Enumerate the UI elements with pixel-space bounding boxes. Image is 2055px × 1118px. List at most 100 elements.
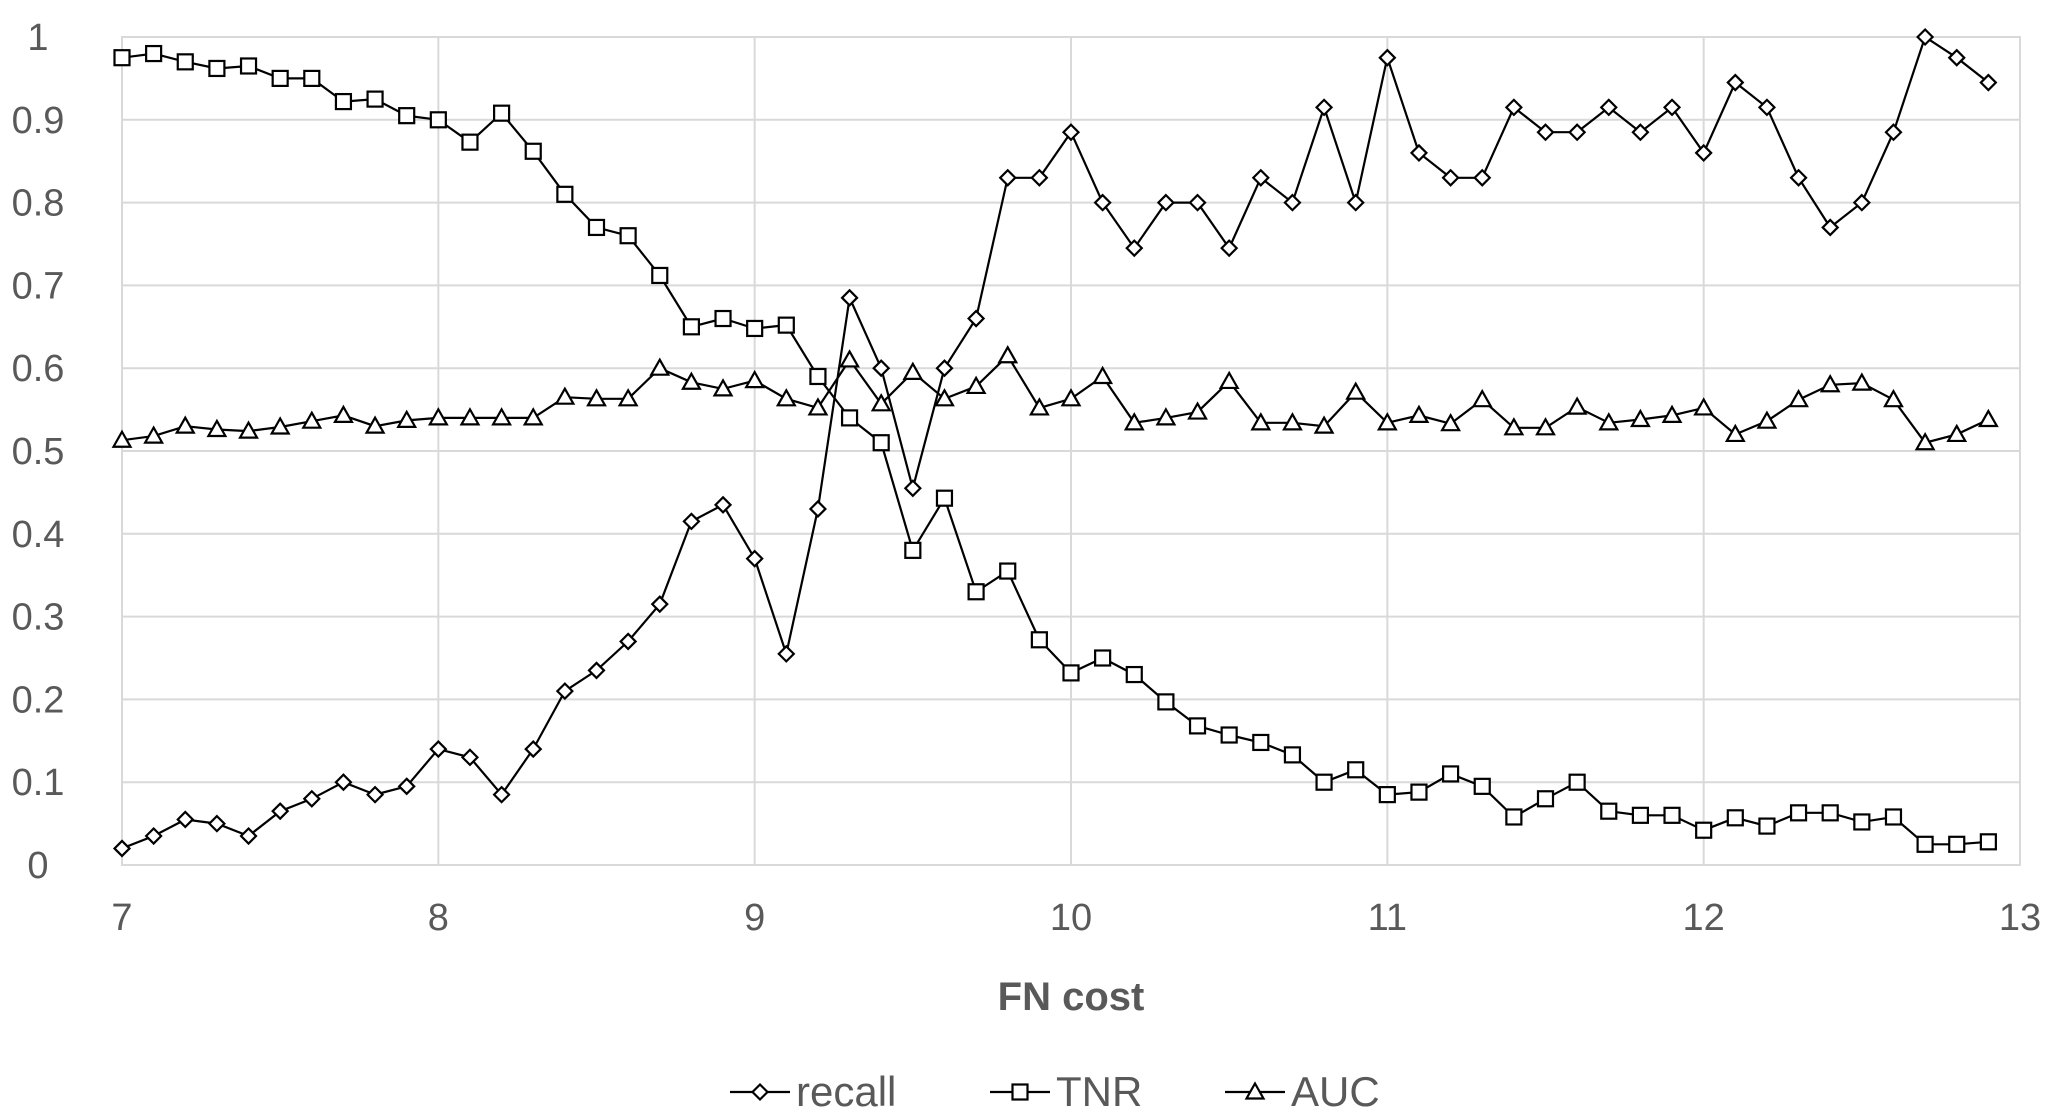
data-point-tnr	[999, 562, 1017, 580]
gridlines	[121, 36, 2021, 866]
data-point-auc	[1724, 423, 1746, 443]
data-point-auc	[1218, 370, 1240, 390]
data-point-auc	[997, 345, 1019, 364]
data-point-recall	[1599, 98, 1618, 117]
data-point-auc	[1788, 388, 1809, 408]
data-point-auc	[238, 420, 259, 439]
data-point-recall	[808, 499, 827, 519]
data-point-tnr	[1188, 717, 1207, 735]
series-line-recall	[121, 35, 1990, 850]
y-tick-label: 1	[27, 17, 48, 59]
data-point-tnr	[1157, 693, 1175, 711]
legend-entry-recall: recall	[730, 1068, 896, 1115]
x-tick-label: 9	[744, 897, 765, 939]
legend-label: recall	[796, 1068, 896, 1115]
data-point-recall	[207, 814, 226, 833]
data-point-tnr	[1505, 808, 1523, 826]
data-point-tnr	[1410, 783, 1428, 801]
data-point-auc	[1566, 396, 1588, 415]
data-point-recall	[366, 785, 385, 804]
data-point-tnr	[1631, 806, 1650, 824]
data-point-recall	[1378, 48, 1397, 67]
y-tick-label: 0.1	[12, 762, 65, 804]
legend-marker-tnr	[1011, 1083, 1029, 1101]
plot-area	[121, 36, 2021, 866]
data-point-recall	[302, 789, 321, 808]
data-point-recall	[1916, 27, 1935, 47]
data-point-recall	[840, 288, 859, 307]
y-tick-label: 0.2	[12, 679, 65, 721]
data-point-tnr	[1726, 809, 1744, 827]
series-layer	[111, 27, 1999, 858]
legend-label: TNR	[1056, 1068, 1142, 1115]
data-point-recall	[1631, 123, 1650, 142]
data-point-auc	[1503, 417, 1525, 436]
data-point-auc	[1977, 408, 1999, 428]
data-point-tnr	[619, 227, 637, 245]
data-point-tnr	[1094, 649, 1112, 667]
data-point-tnr	[429, 111, 447, 129]
data-point-recall	[524, 740, 543, 759]
data-point-tnr	[208, 59, 226, 78]
x-tick-label: 13	[1999, 897, 2041, 939]
data-point-tnr	[1441, 765, 1460, 783]
data-point-recall	[903, 479, 922, 498]
series-tnr	[113, 44, 1997, 853]
data-point-recall	[619, 632, 638, 651]
data-point-tnr	[1030, 631, 1048, 649]
data-point-auc	[554, 386, 576, 405]
data-point-auc	[586, 388, 607, 407]
data-point-recall	[1346, 193, 1365, 212]
legend: recall TNR AUC	[730, 1068, 1380, 1115]
data-point-tnr	[1315, 773, 1333, 791]
data-point-auc	[269, 416, 291, 435]
data-point-recall	[682, 512, 701, 531]
y-axis-tick-labels: 0 0.1 0.2 0.3 0.4 0.5 0.6 0.7 0.8 0.9 1	[12, 17, 65, 887]
data-point-recall	[1884, 123, 1903, 142]
data-point-tnr	[1884, 808, 1903, 826]
data-point-auc	[491, 407, 512, 426]
data-point-recall	[144, 826, 163, 846]
data-point-tnr	[1948, 835, 1966, 853]
data-point-recall	[713, 495, 733, 514]
data-point-tnr	[651, 266, 669, 285]
data-point-recall	[112, 839, 132, 858]
data-point-auc	[1376, 412, 1398, 431]
data-point-tnr	[840, 409, 859, 427]
data-point-tnr	[366, 90, 384, 108]
data-point-tnr	[1062, 664, 1080, 682]
data-point-recall	[1188, 193, 1207, 212]
legend-entry-auc: AUC	[1225, 1068, 1380, 1115]
data-point-tnr	[493, 104, 511, 122]
data-point-tnr	[587, 218, 606, 237]
data-point-recall	[1662, 98, 1682, 117]
data-point-tnr	[1853, 813, 1871, 831]
y-tick-label: 0.8	[12, 183, 65, 225]
x-tick-label: 10	[1050, 897, 1092, 939]
data-point-tnr	[398, 107, 416, 125]
data-point-recall	[1093, 193, 1112, 212]
data-point-tnr	[1536, 790, 1555, 808]
data-point-tnr	[271, 69, 289, 88]
data-point-auc	[1408, 404, 1430, 423]
series-recall	[112, 27, 1998, 858]
data-point-auc	[522, 407, 544, 426]
data-point-tnr	[1252, 733, 1270, 752]
data-point-recall	[1757, 98, 1776, 117]
data-point-tnr	[1695, 821, 1713, 839]
data-point-auc	[1440, 412, 1461, 432]
data-point-recall	[1030, 168, 1049, 187]
data-point-auc	[649, 357, 671, 376]
data-point-auc	[1313, 415, 1335, 434]
data-point-tnr	[746, 319, 764, 338]
data-point-tnr	[113, 49, 131, 67]
data-point-recall	[1125, 239, 1144, 258]
data-point-auc	[965, 375, 987, 395]
legend-marker-recall	[750, 1082, 770, 1102]
data-point-tnr	[1821, 804, 1839, 822]
data-point-recall	[1061, 123, 1081, 142]
data-point-recall	[176, 810, 195, 829]
legend-entry-tnr: TNR	[990, 1068, 1142, 1115]
data-point-auc	[111, 429, 133, 448]
